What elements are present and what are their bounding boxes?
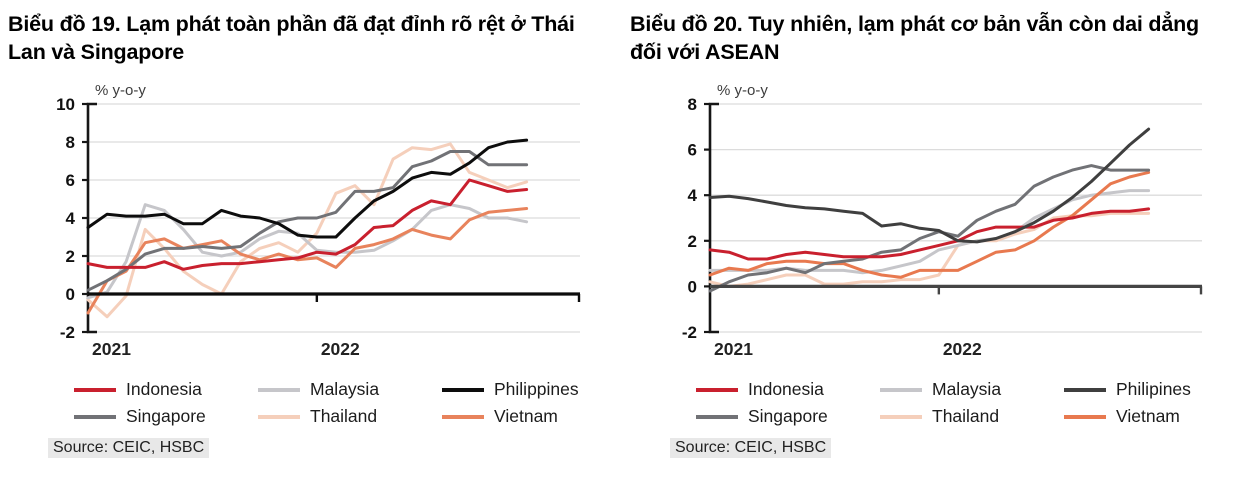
legend-swatch-singapore (74, 414, 116, 419)
y-axis-ticks (82, 102, 88, 334)
x-tick-labels: 2021 2022 (714, 339, 982, 359)
legend-label-malaysia: Malaysia (932, 379, 1002, 399)
chart-19-legend: Indonesia Malaysia Philippines Singapore Tha… (8, 376, 620, 430)
legend-swatch-thailand (880, 414, 922, 419)
y-axis-ticks (704, 102, 710, 334)
legend-swatch-philipines (1064, 387, 1106, 392)
series-lines (86, 138, 529, 319)
svg-text:2021: 2021 (92, 339, 131, 359)
series-malaysia-line (86, 203, 529, 300)
legend-item-malaysia: Malaysia (258, 376, 442, 403)
legend-item-malaysia: Malaysia (880, 376, 1064, 403)
chart-19-source: Source: CEIC, HSBC (48, 438, 210, 458)
svg-text:-2: -2 (682, 323, 697, 342)
legend-label-philipines: Philipines (1116, 379, 1191, 399)
series-thailand-line (708, 211, 1151, 288)
legend-item-thailand: Thailand (258, 403, 442, 430)
legend-label-singapore: Singapore (748, 406, 828, 426)
chart-19-title: Biểu đồ 19. Lạm phát toàn phần đã đạt đỉ… (8, 12, 575, 65)
x-tick-labels: 2021 2022 (92, 339, 360, 359)
svg-text:6: 6 (66, 171, 75, 190)
series-indonesia-line (708, 207, 1151, 261)
svg-text:2022: 2022 (321, 339, 360, 359)
svg-text:2022: 2022 (943, 339, 982, 359)
legend-swatch-indonesia (74, 387, 116, 392)
legend-swatch-vietnam (442, 414, 484, 419)
legend-swatch-singapore (696, 414, 738, 419)
y-axis-unit-label: % y-o-y (95, 82, 146, 99)
series-philipines-line (708, 127, 1151, 244)
legend-swatch-philippines (442, 387, 484, 392)
legend-item-vietnam: Vietnam (442, 403, 626, 430)
series-vietnam-line (708, 170, 1151, 279)
svg-text:8: 8 (688, 95, 697, 114)
legend-item-vietnam: Vietnam (1064, 403, 1244, 430)
legend-label-indonesia: Indonesia (126, 379, 202, 399)
legend-item-singapore: Singapore (74, 403, 258, 430)
legend-label-vietnam: Vietnam (494, 406, 558, 426)
legend-item-thailand: Thailand (880, 403, 1064, 430)
legend-label-singapore: Singapore (126, 406, 206, 426)
legend-swatch-indonesia (696, 387, 738, 392)
legend-label-thailand: Thailand (932, 406, 1000, 426)
svg-text:0: 0 (688, 277, 697, 296)
legend-label-thailand: Thailand (310, 406, 378, 426)
legend-label-malaysia: Malaysia (310, 379, 380, 399)
y-axis (708, 102, 719, 334)
legend-item-indonesia: Indonesia (74, 376, 258, 403)
series-singapore-line (708, 164, 1151, 293)
legend-label-vietnam: Vietnam (1116, 406, 1180, 426)
legend-item-singapore: Singapore (696, 403, 880, 430)
svg-text:10: 10 (56, 95, 75, 114)
series-singapore-line (86, 150, 529, 292)
legend-item-philipines: Philipines (1064, 376, 1244, 403)
legend-label-indonesia: Indonesia (748, 379, 824, 399)
legend-swatch-malaysia (880, 387, 922, 392)
y-tick-labels: 8 6 4 2 0 -2 (682, 95, 698, 342)
chart-20-title: Biểu đồ 20. Tuy nhiên, lạm phát cơ bản v… (630, 12, 1199, 65)
chart-20-source: Source: CEIC, HSBC (670, 438, 832, 458)
chart-19-block: Biểu đồ 19. Lạm phát toàn phần đã đạt đỉ… (8, 6, 620, 479)
y-tick-labels: 10 8 6 4 2 0 -2 (56, 95, 75, 342)
svg-text:4: 4 (688, 186, 698, 205)
svg-text:0: 0 (66, 285, 75, 304)
svg-text:2: 2 (688, 232, 697, 251)
legend-swatch-thailand (258, 414, 300, 419)
legend-item-philippines: Philippines (442, 376, 626, 403)
svg-text:2: 2 (66, 247, 75, 266)
svg-text:2021: 2021 (714, 339, 753, 359)
svg-text:6: 6 (688, 141, 697, 160)
gridlines (710, 103, 1202, 333)
series-lines (708, 127, 1151, 293)
legend-swatch-malaysia (258, 387, 300, 392)
x-axis (88, 292, 581, 302)
svg-text:4: 4 (66, 209, 76, 228)
chart-20-legend: Indonesia Malaysia Philipines Singapore Thai… (630, 376, 1244, 430)
svg-text:-2: -2 (60, 323, 75, 342)
x-axis (710, 284, 1203, 295)
legend-label-philippines: Philippines (494, 379, 579, 399)
chart-20-plot: 8 6 4 2 0 -2 % y-o-y 2021 2022 (682, 82, 1203, 359)
series-philippines-line (86, 138, 529, 239)
svg-text:8: 8 (66, 133, 75, 152)
chart-19-plot: 10 8 6 4 2 0 -2 % y-o-y 2021 2022 (56, 82, 581, 359)
legend-item-indonesia: Indonesia (696, 376, 880, 403)
chart-20-block: Biểu đồ 20. Tuy nhiên, lạm phát cơ bản v… (630, 6, 1244, 479)
legend-swatch-vietnam (1064, 414, 1106, 419)
y-axis-unit-label: % y-o-y (717, 82, 768, 99)
series-vietnam-line (86, 207, 529, 315)
series-indonesia-line (86, 178, 529, 271)
